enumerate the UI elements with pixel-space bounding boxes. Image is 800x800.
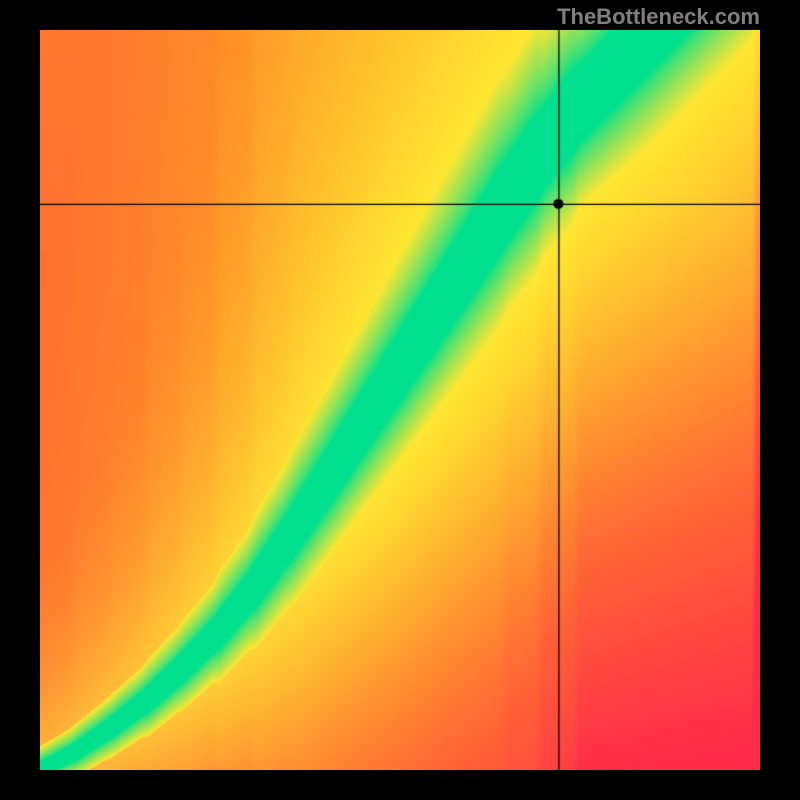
watermark-text: TheBottleneck.com [557,4,760,30]
chart-container: TheBottleneck.com [0,0,800,800]
bottleneck-heatmap [40,30,760,770]
